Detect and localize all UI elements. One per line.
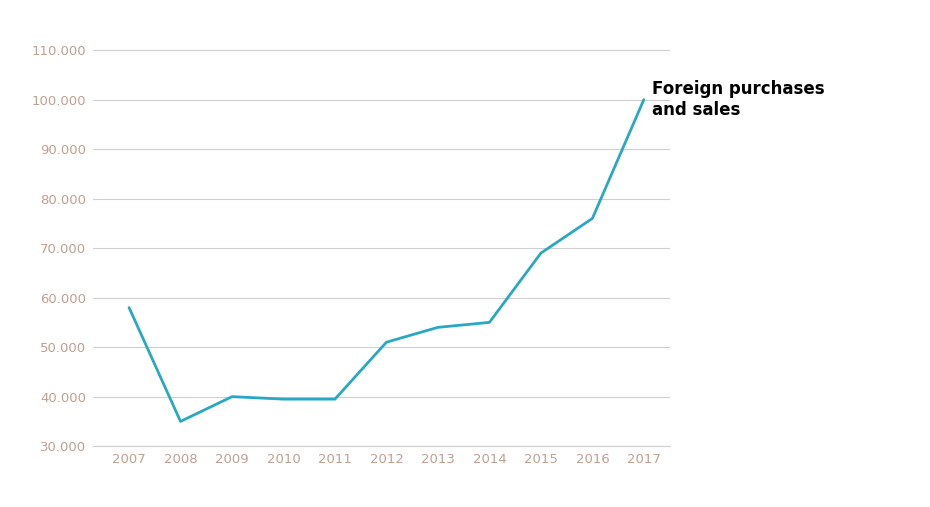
Text: Foreign purchases
and sales: Foreign purchases and sales [652,80,824,119]
